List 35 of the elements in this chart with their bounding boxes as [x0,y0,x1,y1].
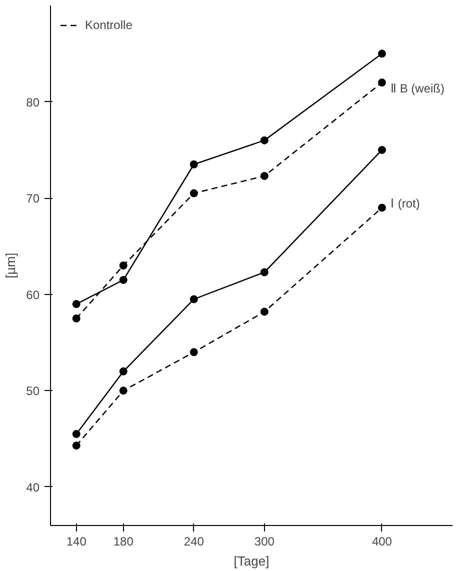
y-tick-label: 50 [26,384,40,398]
annotation: Ⅱ B (weiß) [390,82,445,96]
x-tick-label: 180 [113,534,134,548]
point [72,442,80,450]
x-tick-label: 300 [254,534,275,548]
annotation: Ⅰ (rot) [390,196,420,210]
y-tick-label: 70 [26,192,40,206]
x-tick-label: 240 [184,534,204,548]
point [378,78,386,87]
point [190,295,198,304]
y-tick-label: 60 [26,288,40,302]
y-tick-label: 40 [26,480,40,494]
point [190,160,198,168]
x-tick-label: 400 [372,534,392,548]
y-axis-title: [µm] [3,252,18,278]
point [378,146,386,154]
y-tick-label: 80 [26,95,40,110]
point [119,367,128,376]
x-tick-label: 140 [66,534,87,548]
point [119,276,128,284]
point [260,268,268,276]
point [119,262,128,270]
x-axis-title: [Tage] [234,554,270,568]
point [378,204,386,212]
point [260,136,268,144]
point [260,308,268,316]
legend-label: Kontrolle [85,18,132,32]
point [260,172,268,180]
point [190,189,198,198]
point [190,348,198,356]
point [378,50,386,58]
point [72,314,80,322]
point [119,386,128,395]
point [72,430,80,438]
point [72,300,80,308]
